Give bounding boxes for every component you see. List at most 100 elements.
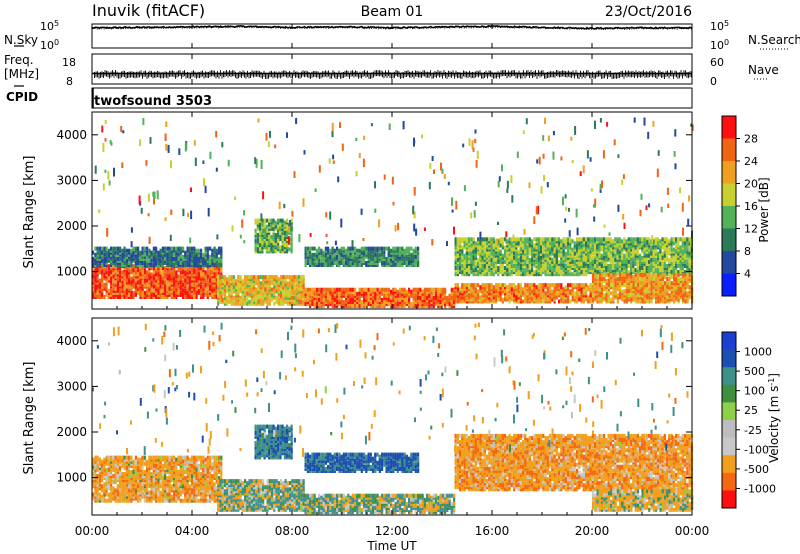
power-cell: [155, 286, 158, 291]
power-cell: [215, 290, 218, 295]
power-cell: [376, 248, 379, 253]
power-cell: [661, 237, 664, 242]
power-cell: [116, 290, 119, 295]
power-cell: [519, 293, 522, 298]
power-cell: [268, 235, 271, 239]
power-cell: [600, 245, 603, 250]
power-cell: [510, 253, 513, 258]
power-cell: [259, 230, 262, 235]
power-cell: [594, 272, 597, 277]
power-cell: [396, 248, 399, 253]
power-cell: [155, 256, 158, 261]
power-cell: [387, 287, 390, 292]
power-cell: [499, 264, 502, 268]
power-cell: [347, 287, 350, 292]
power-cell: [598, 261, 601, 266]
power-cell: [295, 289, 298, 294]
power-cell: [152, 278, 155, 283]
power-cell: [277, 281, 280, 286]
power-cell: [295, 299, 298, 304]
power-cell: [607, 253, 610, 258]
power-cell: [250, 277, 253, 282]
power-cell: [414, 261, 417, 265]
power-cell: [159, 284, 162, 289]
power-cell: [537, 245, 540, 250]
power-cell: [645, 249, 648, 254]
power-cell: [184, 263, 187, 267]
power-cell: [173, 252, 176, 257]
power-cell: [137, 272, 140, 277]
power-cell: [264, 275, 267, 280]
power-cell: [392, 246, 395, 251]
power-cell: [472, 285, 475, 290]
power-cell: [220, 248, 223, 253]
power-cell: [211, 290, 214, 295]
power-cell: [423, 291, 426, 296]
power-cell: [221, 277, 224, 282]
power-cell: [188, 272, 191, 277]
power-cell: [506, 285, 509, 290]
power-cell: [522, 259, 525, 264]
power-cell: [313, 252, 316, 257]
power-cell: [603, 264, 606, 268]
power-cell: [423, 295, 426, 300]
power-cell: [367, 246, 370, 251]
power-cell: [531, 285, 534, 290]
power-cell: [459, 297, 462, 302]
power-cell: [463, 285, 466, 290]
power-cell: [634, 268, 637, 273]
power-cell: [96, 290, 99, 295]
power-cell: [261, 249, 264, 254]
power-cell: [562, 253, 565, 258]
power-cell: [600, 237, 603, 242]
power-cell: [349, 300, 352, 304]
power-cell: [347, 261, 350, 265]
power-cell: [271, 281, 274, 286]
power-cell: [340, 300, 343, 304]
power-cell: [367, 256, 370, 261]
power-cell: [338, 291, 341, 296]
power-cell: [463, 283, 466, 288]
power-cell: [652, 245, 655, 250]
power-cell: [549, 249, 552, 254]
power-cell: [211, 261, 214, 265]
power-cell: [639, 237, 642, 242]
power-cell: [614, 274, 617, 279]
power-cell: [632, 255, 635, 260]
power-cell: [495, 270, 498, 275]
power-cell: [342, 248, 345, 253]
power-cell: [684, 255, 687, 260]
power-cell: [191, 258, 194, 263]
power-cell: [241, 301, 244, 306]
power-cell: [304, 248, 307, 253]
power-cell: [423, 287, 426, 292]
power-cell: [578, 241, 581, 246]
power-cell: [107, 252, 110, 257]
power-cell: [331, 246, 334, 251]
power-cell: [546, 293, 549, 298]
power-cell: [211, 295, 214, 299]
power-cell: [465, 297, 468, 302]
power-cell: [152, 272, 155, 277]
power-cell: [291, 275, 294, 280]
power-cell: [217, 291, 220, 296]
power-cell: [217, 295, 220, 300]
power-cell: [403, 287, 406, 292]
power-cell: [265, 241, 268, 246]
power-cell: [401, 295, 404, 300]
power-cell: [605, 279, 608, 283]
power-cell: [668, 241, 671, 246]
power-cell: [490, 251, 493, 256]
power-cell: [392, 304, 395, 309]
power-cell: [228, 293, 231, 298]
power-cell: [510, 287, 513, 292]
power-cell: [327, 295, 330, 300]
power-cell: [492, 237, 495, 242]
power-cell: [495, 259, 498, 264]
power-cell: [255, 275, 258, 280]
power-cell: [448, 293, 451, 298]
power-cell: [98, 256, 101, 261]
power-cell: [634, 249, 637, 254]
power-cell: [215, 252, 218, 257]
power-cell: [569, 237, 572, 242]
